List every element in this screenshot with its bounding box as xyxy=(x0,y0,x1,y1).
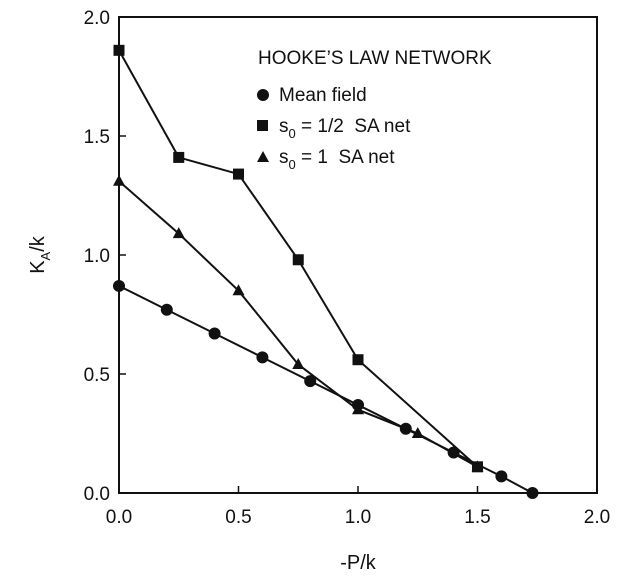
y-axis-label-main: K xyxy=(27,260,49,274)
legend-marker-mean-field xyxy=(257,89,269,101)
y-axis-label: KA/k xyxy=(27,235,53,274)
x-tick-label: 0.0 xyxy=(106,507,132,528)
legend-marker-s0-one xyxy=(257,151,269,162)
legend-label-s0-one-pre: s xyxy=(279,147,289,168)
data-point-triangle xyxy=(292,357,305,369)
legend-marker-s0-half xyxy=(257,120,268,131)
data-point-circle xyxy=(160,303,173,316)
data-point-square xyxy=(173,151,185,163)
x-tick-label: 2.0 xyxy=(584,507,610,528)
y-axis-label-sub: A xyxy=(38,251,53,260)
legend-label-s0-half: s0 = 1/2 SA net xyxy=(279,116,411,141)
data-point-square xyxy=(292,254,304,266)
legend: HOOKE’S LAW NETWORK Mean field s0 = 1/2 … xyxy=(257,48,492,172)
legend-label-s0-half-sub: 0 xyxy=(289,126,296,141)
y-tick-label: 0.0 xyxy=(84,484,110,505)
data-point-triangle xyxy=(113,174,125,186)
data-point-circle xyxy=(526,487,539,499)
data-point-circle xyxy=(495,470,508,483)
axis-ticks: 0.0 0.5 1.0 1.5 2.0 0.0 0.5 1.0 1.5 2.0 xyxy=(84,8,611,528)
x-tick-label: 0.5 xyxy=(225,507,251,528)
x-tick-label: 1.0 xyxy=(345,507,371,528)
data-point-triangle xyxy=(172,227,185,239)
data-series xyxy=(113,44,539,499)
legend-label-s0-one-post: = 1 SA net xyxy=(296,147,395,168)
legend-label-mean-field-text: Mean field xyxy=(279,85,367,106)
y-tick-label: 0.5 xyxy=(84,365,110,386)
series-line-square xyxy=(118,49,479,468)
data-point-triangle xyxy=(411,427,424,438)
data-point-circle xyxy=(113,279,125,292)
data-point-triangle xyxy=(352,403,364,415)
legend-title: HOOKE’S LAW NETWORK xyxy=(258,48,492,69)
y-tick-label: 1.0 xyxy=(84,246,110,267)
legend-label-s0-one: s0 = 1 SA net xyxy=(279,147,395,172)
data-point-square xyxy=(352,354,364,366)
data-point-square xyxy=(233,168,244,180)
data-point-circle xyxy=(256,351,269,364)
data-point-square xyxy=(113,44,125,56)
legend-label-mean-field: Mean field xyxy=(279,85,367,106)
legend-label-s0-one-sub: 0 xyxy=(289,157,296,172)
legend-label-s0-half-pre: s xyxy=(279,116,289,137)
x-tick-label: 1.5 xyxy=(464,507,490,528)
data-point-circle xyxy=(304,375,317,388)
y-tick-label: 2.0 xyxy=(84,8,110,29)
data-point-circle xyxy=(208,327,221,340)
data-point-triangle xyxy=(232,284,245,296)
series-line-triangle xyxy=(118,180,478,468)
data-point-triangle xyxy=(471,460,484,472)
y-axis-label-rest: /k xyxy=(27,235,49,252)
y-tick-label: 1.5 xyxy=(84,127,110,148)
legend-label-s0-half-post: = 1/2 SA net xyxy=(296,116,411,137)
x-axis-label: -P/k xyxy=(340,552,377,574)
